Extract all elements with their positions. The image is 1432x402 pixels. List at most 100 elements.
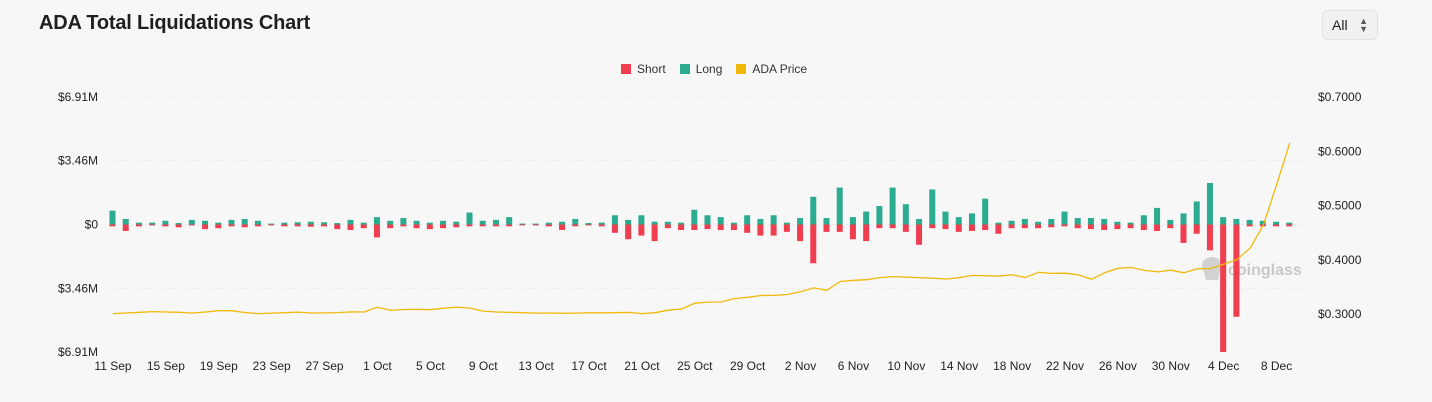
x-axis-tick: 5 Oct (416, 359, 445, 373)
long-bar (585, 223, 592, 225)
long-bar (453, 221, 460, 225)
x-axis-tick: 11 Sep (94, 359, 131, 373)
short-bar (1273, 224, 1280, 227)
short-bar (849, 224, 856, 240)
short-bar (109, 224, 116, 227)
short-bar (426, 224, 433, 230)
long-bar (1206, 182, 1213, 225)
short-bar (532, 224, 539, 226)
short-bar (757, 224, 764, 236)
x-axis-tick: 26 Nov (1099, 359, 1137, 373)
long-bar (598, 222, 605, 225)
short-bar (889, 224, 896, 229)
long-bar (982, 198, 989, 225)
short-bar (836, 224, 843, 232)
short-bar (135, 224, 142, 227)
x-axis-tick: 30 Nov (1152, 359, 1190, 373)
short-bar (254, 224, 261, 227)
short-bar (1220, 224, 1227, 352)
short-bar (678, 224, 685, 231)
long-bar (228, 219, 235, 225)
legend-item-short[interactable]: Short (621, 62, 666, 76)
long-bar (1233, 218, 1240, 225)
short-bar (704, 224, 711, 230)
right-axis-tick: $0.4000 (1318, 253, 1362, 267)
x-axis-tick: 17 Oct (571, 359, 607, 373)
right-axis-tick: $0.5000 (1318, 199, 1362, 213)
short-bar (585, 224, 592, 226)
short-bar (611, 224, 618, 233)
short-bar (1140, 224, 1147, 231)
long-bar (215, 222, 222, 225)
short-bar (929, 224, 936, 229)
short-bar (413, 224, 420, 229)
long-bar (836, 187, 843, 225)
long-bar (942, 211, 949, 225)
short-bar (1114, 224, 1121, 230)
short-bar (294, 224, 301, 227)
long-bar (1273, 221, 1280, 225)
short-bar (730, 224, 737, 231)
left-axis-tick: $6.91M (58, 90, 98, 104)
long-bar (321, 222, 328, 225)
short-bar (188, 224, 195, 226)
long-bar (466, 212, 473, 225)
long-bar (638, 215, 645, 225)
short-bar (1074, 224, 1081, 229)
right-axis-tick: $0.6000 (1318, 145, 1362, 159)
long-bar (479, 220, 486, 225)
short-bar (810, 224, 817, 264)
legend-item-price[interactable]: ADA Price (736, 62, 807, 76)
short-bar (360, 224, 367, 229)
watermark-text: coinglass (1228, 262, 1302, 279)
short-bar (902, 224, 909, 232)
long-bar (889, 187, 896, 225)
short-bar (440, 224, 447, 229)
long-bar (863, 211, 870, 225)
long-bar (968, 213, 975, 225)
short-bar (1021, 224, 1028, 229)
long-bar (506, 217, 513, 225)
x-axis-tick: 10 Nov (887, 359, 925, 373)
left-axis-tick: $3.46M (58, 282, 98, 296)
legend-label-price: ADA Price (752, 62, 808, 76)
short-bar (995, 224, 1002, 234)
long-bar (955, 217, 962, 225)
short-bar (453, 224, 460, 228)
short-bar (1206, 224, 1213, 251)
page-title: ADA Total Liquidations Chart (39, 12, 311, 34)
legend-item-long[interactable]: Long (679, 62, 723, 76)
long-bar (1286, 222, 1293, 225)
short-bar (942, 224, 949, 230)
long-bar (545, 222, 552, 225)
short-bar (202, 224, 209, 230)
long-bar (413, 220, 420, 225)
right-axis-tick: $0.3000 (1318, 307, 1362, 321)
long-bar (651, 221, 658, 225)
long-bar (1193, 201, 1200, 225)
short-bar (519, 224, 526, 226)
short-bar (1008, 224, 1015, 229)
short-bar (307, 224, 314, 227)
long-bar (400, 218, 407, 225)
short-bar (506, 224, 513, 227)
short-bar (1048, 224, 1055, 228)
range-select-value: All (1332, 17, 1348, 33)
short-bar (122, 224, 129, 231)
short-bar (175, 224, 182, 228)
short-bar (400, 224, 407, 227)
long-bar (770, 215, 777, 225)
range-select[interactable]: All ▲ ▼ (1322, 10, 1378, 40)
short-bar (1035, 224, 1042, 229)
short-bar (916, 224, 923, 245)
long-bar (849, 217, 856, 225)
short-bar (387, 224, 394, 229)
legend-label-long: Long (695, 62, 723, 76)
short-bar (863, 224, 870, 242)
long-bar (281, 222, 288, 225)
x-axis-tick: 29 Oct (730, 359, 766, 373)
long-bar (1127, 222, 1134, 225)
long-bar (1087, 218, 1094, 225)
legend-swatch-price (736, 64, 747, 74)
long-bar (572, 218, 579, 225)
